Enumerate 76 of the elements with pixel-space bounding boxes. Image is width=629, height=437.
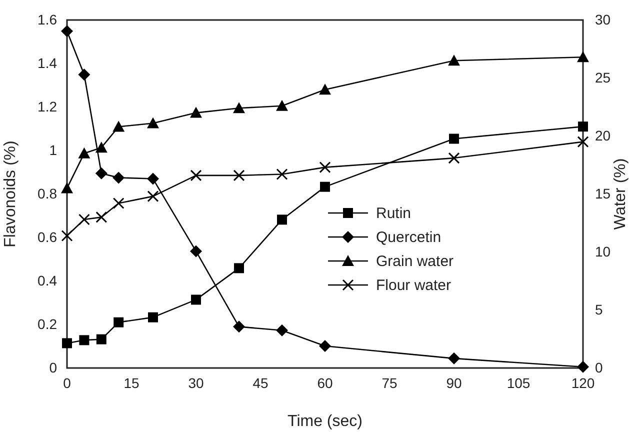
y2-axis-title: Water (%): [612, 158, 629, 230]
y2-tick-label: 10: [595, 243, 611, 260]
point: [577, 51, 589, 62]
y-tick-label: 0.6: [38, 228, 58, 245]
point: [233, 102, 245, 114]
point: [190, 170, 202, 182]
point: [277, 214, 287, 225]
point: [577, 360, 589, 373]
y-tick-label: 1.6: [38, 11, 58, 28]
point: [319, 162, 331, 174]
y-tick-label: 1.4: [38, 54, 58, 71]
point: [78, 147, 90, 158]
point: [114, 317, 124, 328]
point: [61, 230, 73, 242]
point: [147, 190, 159, 202]
point: [577, 136, 589, 148]
point: [96, 334, 106, 344]
point: [319, 340, 331, 352]
point: [95, 167, 108, 180]
point: [233, 170, 245, 182]
point: [319, 84, 331, 95]
x-tick-label: 15: [124, 374, 140, 391]
legend-label: Quercetin: [376, 229, 442, 246]
y2-tick-label: 20: [595, 127, 611, 144]
x-tick-label: 120: [571, 374, 595, 391]
x-tick-label: 60: [317, 374, 333, 391]
point: [448, 54, 460, 66]
point: [112, 198, 124, 210]
point: [78, 68, 90, 81]
point: [147, 172, 159, 185]
y2-tick-label: 15: [595, 185, 611, 202]
point: [448, 152, 460, 164]
point: [190, 245, 202, 258]
y-tick-label: 0.8: [38, 185, 58, 202]
y-axis-title: Flavonoids (%): [2, 140, 19, 248]
point: [95, 142, 108, 153]
y2-tick-label: 25: [595, 69, 611, 86]
x-tick-label: 105: [506, 374, 530, 391]
point: [147, 117, 159, 128]
point: [234, 263, 244, 274]
y-tick-label: 0: [49, 359, 58, 376]
point: [96, 211, 108, 223]
x-tick-label: 90: [446, 374, 462, 391]
x-tick-label: 45: [252, 374, 268, 391]
point: [112, 172, 125, 184]
point: [148, 312, 158, 322]
y-tick-label: 0.2: [38, 316, 58, 332]
point: [79, 335, 90, 346]
point: [62, 338, 72, 348]
x-tick-label: 30: [188, 374, 204, 391]
point: [190, 106, 202, 118]
y-tick-label: 1.2: [38, 98, 58, 114]
point: [233, 320, 245, 333]
point: [320, 182, 330, 192]
x-tick-label: 0: [63, 374, 72, 391]
point: [276, 100, 288, 111]
point: [112, 120, 125, 132]
point: [78, 214, 90, 226]
point: [448, 352, 460, 364]
legend-label: Rutin: [376, 205, 412, 222]
x-axis-title: Time (sec): [288, 413, 362, 430]
x-tick-label: 75: [382, 374, 398, 391]
point: [61, 25, 73, 38]
point: [276, 324, 288, 336]
point: [191, 294, 201, 305]
legend-label: Flour water: [376, 277, 452, 294]
y2-tick-label: 30: [595, 11, 611, 28]
y2-tick-label: 5: [595, 301, 603, 318]
point: [449, 134, 459, 144]
point: [276, 168, 288, 180]
y-tick-label: 1: [49, 142, 58, 158]
y-tick-label: 0.4: [38, 272, 58, 288]
legend-label: Grain water: [376, 253, 454, 270]
y2-tick-label: 0: [595, 359, 603, 376]
point: [578, 122, 588, 132]
point: [61, 182, 73, 194]
